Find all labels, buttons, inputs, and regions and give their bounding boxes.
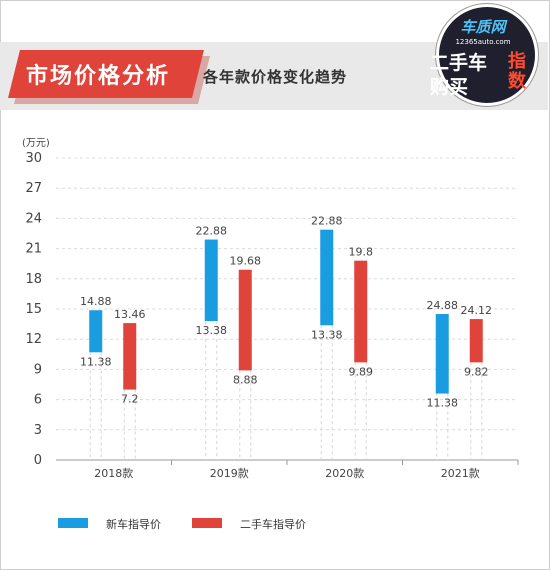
data-label-high: 19.8 [349, 246, 374, 259]
range-bar [204, 239, 218, 322]
range-bar [89, 310, 103, 353]
data-label-low: 11.38 [80, 355, 112, 368]
data-label-high: 24.12 [461, 304, 493, 317]
page-title: 市场价格分析 [26, 64, 171, 89]
data-label-low: 8.88 [233, 373, 258, 386]
data-label-high: 13.46 [114, 308, 146, 321]
y-tick-label: 6 [34, 393, 42, 408]
y-tick-label: 15 [25, 302, 42, 317]
y-tick-label: 9 [34, 362, 42, 377]
range-bar [320, 229, 334, 326]
y-axis-unit-label: (万元) [22, 138, 50, 149]
y-tick-label: 12 [25, 332, 42, 347]
range-bar [123, 323, 137, 390]
legend-label-used-car: 二手车指导价 [240, 518, 306, 531]
legend-label-new-car: 新车指导价 [106, 518, 161, 531]
logo-badge [436, 4, 538, 106]
y-tick-label: 21 [25, 242, 42, 257]
data-label-low: 13.38 [196, 324, 228, 337]
y-tick-label: 18 [25, 272, 42, 287]
y-tick-label: 27 [25, 181, 42, 196]
legend-swatch-new-car [58, 518, 88, 528]
logo-url: 12365auto.com [455, 38, 511, 46]
data-label-low: 9.82 [464, 365, 489, 378]
range-bar [435, 314, 449, 394]
y-tick-label: 30 [25, 151, 42, 166]
range-bar [238, 269, 252, 371]
y-tick-label: 24 [25, 211, 42, 226]
y-tick-label: 0 [34, 453, 42, 468]
data-label-low: 13.38 [311, 328, 343, 341]
x-tick-label: 2020款 [325, 466, 364, 480]
data-label-low: 7.2 [121, 393, 139, 406]
data-label-high: 22.88 [196, 225, 228, 238]
y-tick-label: 3 [34, 423, 42, 438]
logo-line-2: 购买 [430, 76, 469, 98]
x-tick-label: 2021款 [441, 466, 480, 480]
data-label-high: 14.88 [80, 295, 112, 308]
data-label-high: 24.88 [427, 299, 459, 312]
data-label-low: 11.38 [427, 397, 459, 410]
x-tick-label: 2019款 [210, 466, 249, 480]
range-bar [469, 319, 483, 363]
x-tick-label: 2018款 [94, 466, 133, 480]
range-bar [354, 260, 368, 363]
brand-logo: 车质网 12365auto.com 二手车 购买 指数 [426, 4, 544, 108]
data-label-high: 22.88 [311, 215, 343, 228]
page-subtitle: 各年款价格变化趋势 [203, 68, 348, 86]
legend-swatch-used-car [192, 518, 222, 528]
logo-accent: 指数 [508, 51, 526, 92]
logo-site-name: 车质网 [460, 18, 506, 36]
data-label-low: 9.89 [349, 365, 374, 378]
data-label-high: 19.68 [230, 255, 262, 268]
logo-line-1: 二手车 [430, 52, 488, 74]
